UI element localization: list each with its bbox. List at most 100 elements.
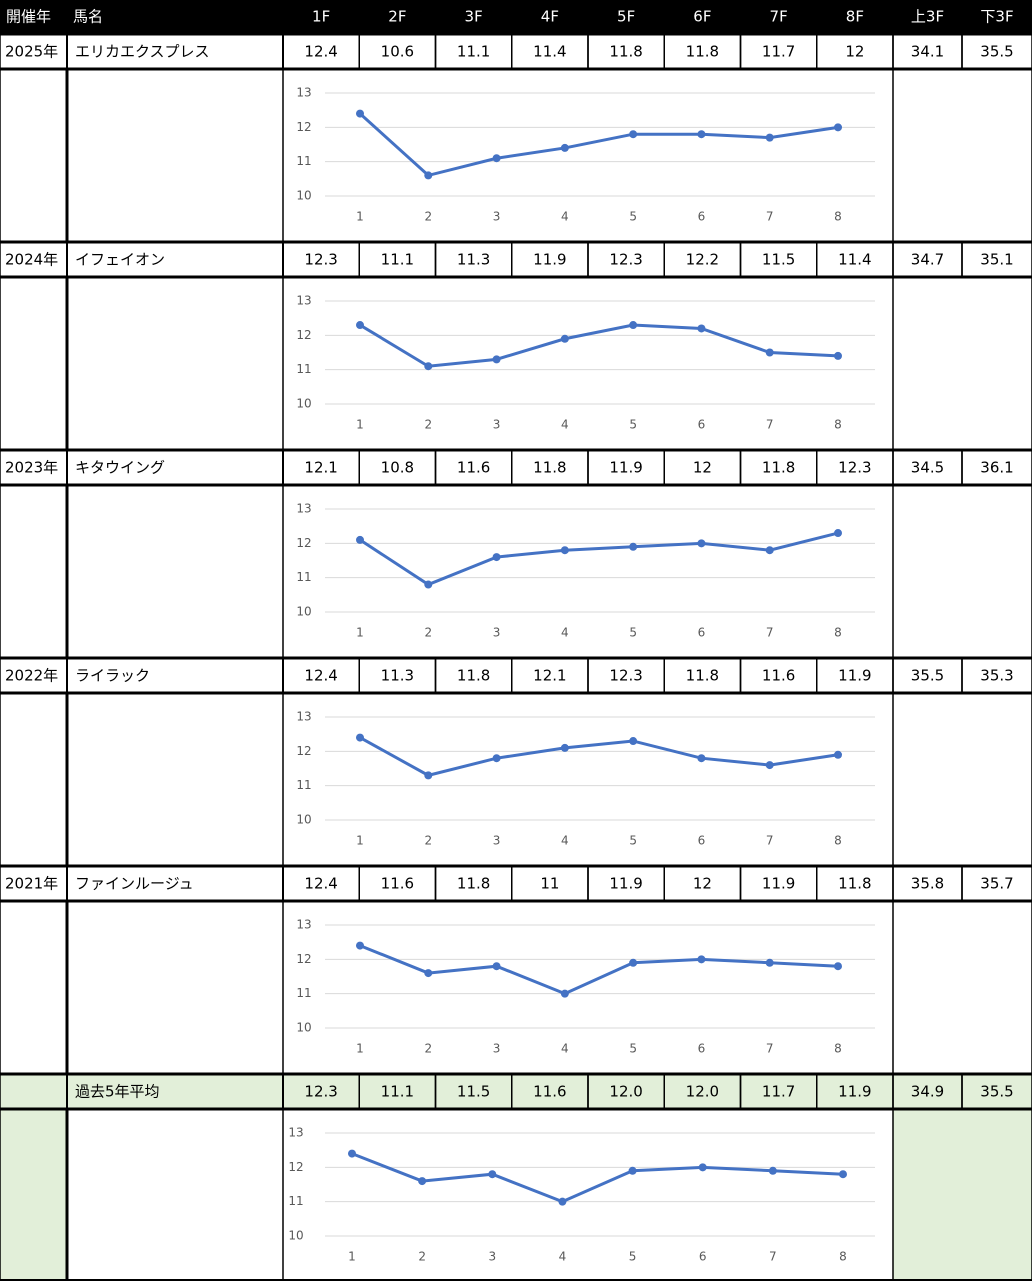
split: 11.8 xyxy=(533,459,566,477)
y-tick-label: 10 xyxy=(296,605,311,619)
split: 11.9 xyxy=(609,459,642,477)
header-cell: 7F xyxy=(770,8,788,26)
point xyxy=(424,580,433,589)
split: 11.9 xyxy=(533,251,566,269)
x-tick-label: 1 xyxy=(356,626,364,640)
split: 11.3 xyxy=(381,667,414,685)
x-tick-label: 2 xyxy=(424,418,432,432)
series-line xyxy=(351,1152,844,1204)
header-cell: 下3F xyxy=(980,8,1013,26)
x-tick-label: 6 xyxy=(698,418,706,432)
x-tick-label: 3 xyxy=(493,626,501,640)
split: 11.9 xyxy=(838,667,871,685)
last3f: 35.7 xyxy=(980,875,1013,893)
y-tick-label: 12 xyxy=(296,328,311,342)
split: 11.6 xyxy=(762,667,795,685)
x-tick-label: 1 xyxy=(356,1042,364,1056)
point xyxy=(560,743,569,752)
header-cell: 8F xyxy=(846,8,864,26)
x-tick-label: 1 xyxy=(356,210,364,224)
x-tick-label: 6 xyxy=(698,1042,706,1056)
y-tick-label: 11 xyxy=(296,154,311,168)
split: 11.6 xyxy=(457,459,490,477)
x-tick-label: 2 xyxy=(418,1250,426,1264)
name: 過去5年平均 xyxy=(75,1083,160,1101)
split: 12 xyxy=(693,875,712,893)
year: 2024年 xyxy=(5,251,58,269)
point xyxy=(492,553,501,562)
split: 11.4 xyxy=(533,43,566,61)
y-tick-label: 13 xyxy=(296,86,311,100)
point xyxy=(560,143,569,152)
y-tick-label: 10 xyxy=(296,813,311,827)
point xyxy=(629,321,638,330)
y-tick-label: 12 xyxy=(296,536,311,550)
split: 12 xyxy=(845,43,864,61)
split: 11.9 xyxy=(838,1083,871,1101)
point xyxy=(492,754,501,763)
y-tick-label: 12 xyxy=(296,744,311,758)
split: 11.5 xyxy=(457,1083,490,1101)
point xyxy=(629,737,638,746)
x-tick-label: 3 xyxy=(488,1250,496,1264)
x-tick-label: 5 xyxy=(629,1042,637,1056)
split: 10.6 xyxy=(381,43,414,61)
x-tick-label: 3 xyxy=(493,418,501,432)
point xyxy=(834,750,842,759)
avg-bg xyxy=(0,1074,1032,1109)
header-cell: 6F xyxy=(693,8,711,26)
series-line xyxy=(359,531,839,587)
x-tick-label: 4 xyxy=(559,1250,567,1264)
first3f: 35.5 xyxy=(911,667,944,685)
header-cell: 上3F xyxy=(911,8,944,26)
y-tick-label: 10 xyxy=(296,1021,311,1035)
x-tick-label: 5 xyxy=(629,210,637,224)
x-tick-label: 8 xyxy=(834,834,842,848)
split: 11.8 xyxy=(457,667,490,685)
x-tick-label: 1 xyxy=(348,1250,356,1264)
x-tick-label: 6 xyxy=(698,210,706,224)
point xyxy=(765,348,774,357)
point xyxy=(698,1163,707,1172)
series-line xyxy=(359,323,839,368)
split: 12.0 xyxy=(609,1083,642,1101)
x-tick-label: 7 xyxy=(766,1042,774,1056)
split: 12.3 xyxy=(609,251,642,269)
header-cell: 3F xyxy=(465,8,483,26)
name: ライラック xyxy=(75,667,150,685)
point xyxy=(356,733,364,742)
y-tick-label: 11 xyxy=(296,570,311,584)
y-tick-label: 10 xyxy=(296,189,311,203)
point xyxy=(560,546,569,555)
split: 11.1 xyxy=(381,251,414,269)
y-tick-label: 10 xyxy=(288,1229,303,1243)
point xyxy=(834,351,842,360)
series-line xyxy=(359,944,839,996)
split: 11.8 xyxy=(457,875,490,893)
x-tick-label: 8 xyxy=(834,418,842,432)
y-tick-label: 11 xyxy=(288,1194,303,1208)
point xyxy=(628,1166,637,1175)
point xyxy=(558,1197,567,1206)
x-tick-label: 4 xyxy=(561,626,569,640)
first3f: 34.9 xyxy=(911,1083,944,1101)
split: 11.5 xyxy=(762,251,795,269)
y-tick-label: 12 xyxy=(296,120,311,134)
year: 2023年 xyxy=(5,459,58,477)
series-line xyxy=(358,112,839,178)
header-cell: 1F xyxy=(312,8,330,26)
split: 11.8 xyxy=(686,667,719,685)
point xyxy=(492,962,501,971)
point xyxy=(560,989,569,998)
point xyxy=(356,321,364,330)
header-cell: 5F xyxy=(617,8,635,26)
point xyxy=(629,542,638,551)
split: 12.3 xyxy=(304,251,337,269)
point xyxy=(629,130,638,139)
point xyxy=(697,754,706,763)
year: 2025年 xyxy=(5,43,58,61)
series-line xyxy=(359,736,839,777)
x-tick-label: 1 xyxy=(356,834,364,848)
point xyxy=(418,1177,427,1186)
x-tick-label: 6 xyxy=(698,834,706,848)
